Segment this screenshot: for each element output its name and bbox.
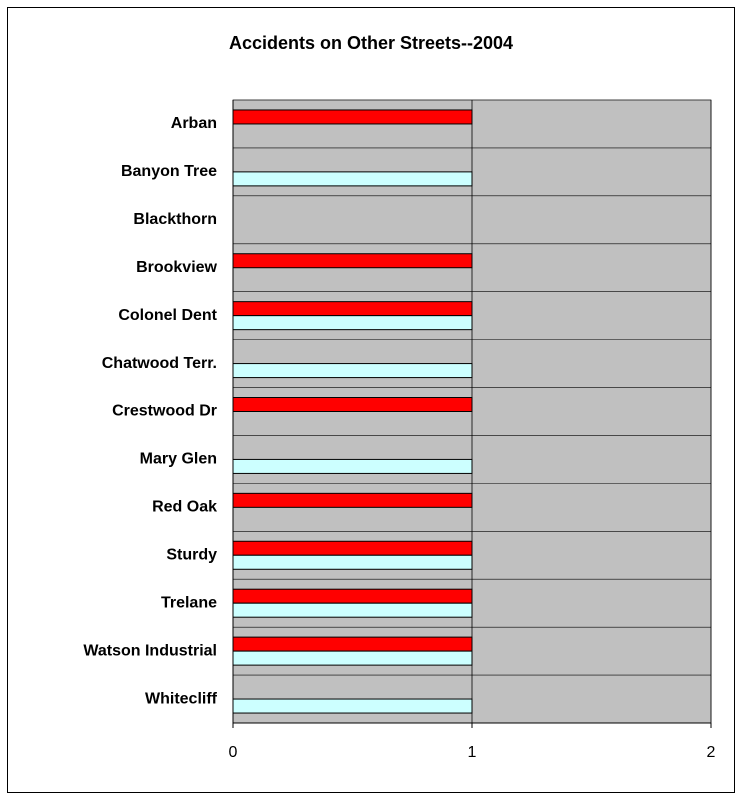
y-tick-label: Whitecliff: [145, 690, 218, 707]
x-tick-label: 1: [468, 744, 477, 761]
bar: [232, 253, 473, 269]
y-tick-label: Blackthorn: [133, 211, 217, 228]
x-tick-label: 0: [229, 744, 238, 761]
y-tick-label: Colonel Dent: [118, 307, 217, 324]
y-tick-label: Banyon Tree: [121, 163, 217, 180]
y-tick-label: Sturdy: [166, 546, 217, 563]
y-tick-label: Trelane: [161, 594, 217, 611]
y-tick-label: Brookview: [136, 259, 217, 276]
bar: [232, 492, 473, 508]
x-tick-label: 2: [707, 744, 716, 761]
bar: [232, 301, 473, 317]
bar: [232, 554, 473, 570]
bar: [232, 698, 473, 714]
bar: [232, 363, 473, 379]
y-tick-label: Watson Industrial: [83, 642, 217, 659]
chart-title: Accidents on Other Streets--2004: [229, 33, 513, 53]
bar: [232, 315, 473, 331]
bar: [232, 109, 473, 125]
y-tick-label: Mary Glen: [140, 451, 217, 468]
y-tick-label: Chatwood Terr.: [102, 355, 217, 372]
bar: [232, 397, 473, 412]
bar: [232, 458, 473, 474]
bar: [232, 588, 473, 604]
bar: [232, 636, 473, 652]
y-tick-label: Red Oak: [152, 499, 217, 516]
bar: [232, 540, 473, 556]
bar: [232, 650, 473, 666]
bar: [232, 602, 473, 618]
y-tick-label: Arban: [171, 115, 217, 132]
y-tick-label: Crestwood Dr: [112, 403, 217, 420]
bar: [232, 171, 473, 187]
